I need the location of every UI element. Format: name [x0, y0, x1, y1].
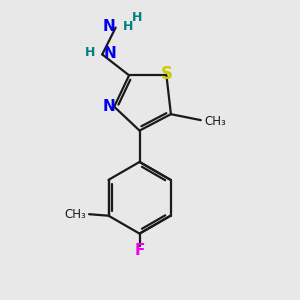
Text: CH₃: CH₃	[64, 208, 86, 221]
Text: H: H	[84, 46, 95, 59]
Text: S: S	[161, 65, 173, 83]
Text: H: H	[123, 20, 134, 33]
Text: N: N	[104, 46, 116, 61]
Text: CH₃: CH₃	[204, 115, 226, 128]
Text: N: N	[102, 20, 115, 34]
Text: F: F	[134, 242, 145, 257]
Text: N: N	[102, 99, 115, 114]
Text: H: H	[132, 11, 142, 24]
